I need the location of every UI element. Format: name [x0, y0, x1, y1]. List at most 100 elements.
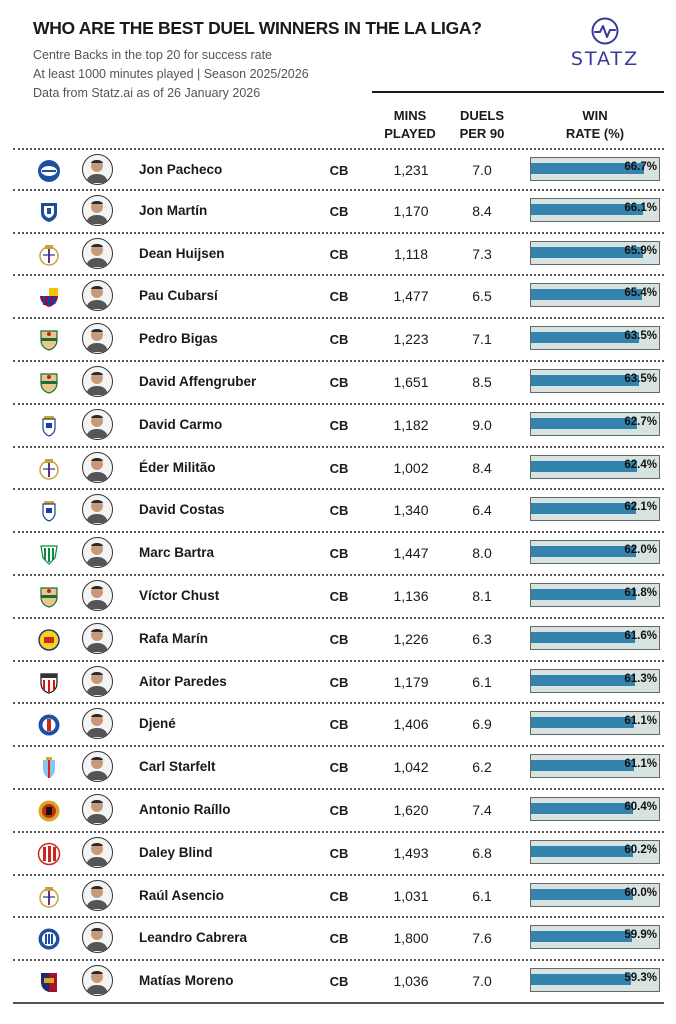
win-rate-label: 65.9% — [624, 244, 657, 257]
header-win-line-2: RATE (%) — [565, 126, 625, 141]
espanyol-crest-icon — [37, 927, 61, 951]
player-position: CB — [329, 802, 349, 818]
win-rate-bar-track: 62.4% — [530, 454, 660, 479]
player-position: CB — [329, 163, 349, 178]
player-avatar — [82, 965, 113, 997]
player-avatar — [82, 665, 113, 697]
win-rate-label: 59.9% — [624, 929, 657, 942]
player-position: CB — [329, 717, 349, 733]
player-position: CB — [329, 374, 349, 390]
mins-played-value: 1,170 — [393, 202, 429, 219]
player-position: CB — [329, 546, 349, 562]
player-position: CB — [329, 931, 349, 947]
girona-crest-icon — [37, 842, 61, 866]
player-name: Dean Huijsen — [139, 245, 225, 261]
player-avatar — [82, 793, 113, 825]
win-rate-bar — [531, 717, 634, 729]
player-position: CB — [329, 588, 349, 604]
getafe-crest-icon — [37, 713, 61, 737]
player-avatar — [82, 237, 113, 269]
player-name: Carl Starfelt — [139, 759, 216, 775]
player-name: Éder Militão — [139, 459, 216, 475]
win-rate-label: 60.0% — [624, 886, 657, 899]
win-rate-label: 61.1% — [624, 715, 657, 728]
mins-played-value: 1,179 — [393, 673, 429, 690]
table-row: Antonio Raíllo CB 1,620 7.4 60.4% — [13, 790, 664, 833]
mins-played-value: 1,223 — [393, 331, 429, 348]
table-row: Carl Starfelt CB 1,042 6.2 61.1% — [13, 747, 664, 790]
mins-played-value: 1,002 — [393, 459, 429, 476]
win-rate-label: 60.4% — [624, 800, 657, 813]
header-win-rate: WIN RATE (%) — [550, 107, 640, 143]
win-rate-label: 62.4% — [624, 458, 657, 471]
win-rate-bar — [531, 246, 643, 258]
win-rate-bar-track: 61.1% — [530, 754, 660, 779]
alaves-crest-icon — [37, 159, 61, 183]
player-name: Marc Bartra — [139, 545, 215, 561]
player-name: Pau Cubarsí — [139, 288, 218, 304]
table-row: Daley Blind CB 1,493 6.8 60.2% — [13, 833, 664, 876]
mins-played-value: 1,231 — [393, 162, 429, 178]
win-rate-bar — [531, 332, 639, 344]
player-avatar — [82, 537, 113, 569]
header-rule — [372, 91, 664, 93]
barcelona-crest-icon — [37, 285, 61, 309]
win-rate-label: 63.5% — [624, 330, 657, 343]
table-row: Aitor Paredes CB 1,179 6.1 61.3% — [13, 662, 664, 705]
duels-per-90-value: 6.3 — [472, 630, 492, 647]
player-avatar — [82, 365, 113, 397]
athletic-club-crest-icon — [37, 671, 61, 695]
table-row: Rafa Marín CB 1,226 6.3 61.6% — [13, 619, 664, 662]
statz-logo: STATZ — [565, 16, 645, 70]
win-rate-label: 59.3% — [624, 972, 657, 985]
header-duels-line-1: DUELS — [459, 108, 505, 123]
mins-played-value: 1,340 — [393, 502, 429, 519]
real-madrid-crest-icon — [37, 885, 61, 909]
mins-played-value: 1,118 — [394, 245, 428, 262]
player-position: CB — [329, 460, 349, 476]
player-position: CB — [329, 417, 349, 433]
win-rate-label: 61.8% — [624, 586, 657, 599]
table-row: Pau Cubarsí CB 1,477 6.5 65.4% — [13, 276, 664, 320]
table-row: David Costas CB 1,340 6.4 62.1% — [13, 490, 664, 534]
win-rate-bar — [531, 289, 642, 301]
real-sociedad-crest-icon — [37, 200, 61, 224]
duels-per-90-value: 8.4 — [472, 459, 492, 476]
player-name: Raúl Asencio — [139, 887, 225, 903]
celta-vigo-crest-icon — [37, 756, 61, 780]
win-rate-bar-track: 66.1% — [530, 197, 660, 222]
duels-per-90-value: 6.4 — [472, 502, 492, 519]
win-rate-bar — [531, 546, 636, 558]
win-rate-bar — [531, 802, 633, 814]
pulse-circle-logo-icon — [591, 17, 619, 45]
win-rate-label: 65.4% — [624, 287, 657, 300]
win-rate-label: 66.1% — [624, 201, 657, 214]
player-avatar — [82, 708, 113, 740]
chart-title: WHO ARE THE BEST DUEL WINNERS IN THE LA … — [33, 18, 482, 38]
table-row: Víctor Chust CB 1,136 8.1 61.8% — [13, 576, 664, 619]
player-position: CB — [329, 246, 349, 262]
duels-per-90-value: 7.3 — [472, 245, 492, 262]
mins-played-value: 1,226 — [393, 630, 429, 647]
win-rate-bar — [531, 460, 637, 472]
duels-per-90-value: 6.9 — [472, 716, 492, 733]
player-avatar — [82, 408, 113, 440]
player-name: Leandro Cabrera — [139, 930, 248, 946]
player-position: CB — [329, 631, 349, 647]
mins-played-value: 1,036 — [393, 973, 429, 990]
oviedo-crest-icon — [37, 414, 61, 438]
duels-per-90-value: 6.1 — [472, 887, 492, 904]
win-rate-bar-track: 62.0% — [530, 540, 660, 565]
win-rate-bar — [531, 417, 637, 429]
win-rate-bar-track: 59.9% — [530, 925, 660, 950]
win-rate-bar-track: 65.4% — [530, 283, 660, 308]
mins-played-value: 1,620 — [393, 801, 429, 818]
duels-per-90-value: 8.5 — [472, 373, 492, 390]
player-name: Aitor Paredes — [139, 673, 227, 689]
brand-name: STATZ — [570, 48, 640, 70]
duels-per-90-value: 6.2 — [472, 759, 492, 776]
header-mins: MINS PLAYED — [376, 107, 444, 143]
duels-per-90-value: 7.6 — [472, 930, 492, 947]
win-rate-bar-track: 61.8% — [530, 582, 660, 607]
player-position: CB — [329, 332, 349, 348]
